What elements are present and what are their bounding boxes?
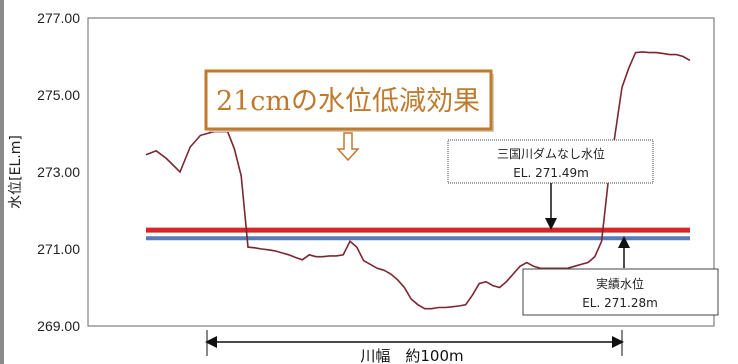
actual-name: 実績水位 [596,276,644,291]
actual-value: EL. 271.28m [582,296,658,310]
y-tick-label: 269.00 [37,318,80,334]
left-border [0,0,4,364]
y-tick-label: 273.00 [37,164,80,180]
y-tick-label: 277.00 [37,10,80,26]
actual-box [522,268,719,316]
series-group [145,51,691,310]
y-tick-label: 275.00 [37,87,80,103]
effect-box [204,69,493,131]
river-width-label: 川幅 約100m [360,347,463,364]
reference-lines [146,227,690,241]
no-dam-value: EL. 271.49m [513,166,589,180]
effect-arrow [336,132,360,162]
width-label-bg [340,343,490,364]
effect-label: 21cmの水位低減効果 [216,86,480,117]
no-dam-box [447,139,654,184]
y-axis-label: 水位[EL.m] [8,135,24,209]
no-dam-name: 三国川ダムなし水位 [497,146,605,161]
water-surface-line [145,51,691,310]
y-tick-label: 271.00 [37,241,80,257]
y-tick-labels: 277.00 275.00 273.00 271.00 269.00 [37,10,80,334]
